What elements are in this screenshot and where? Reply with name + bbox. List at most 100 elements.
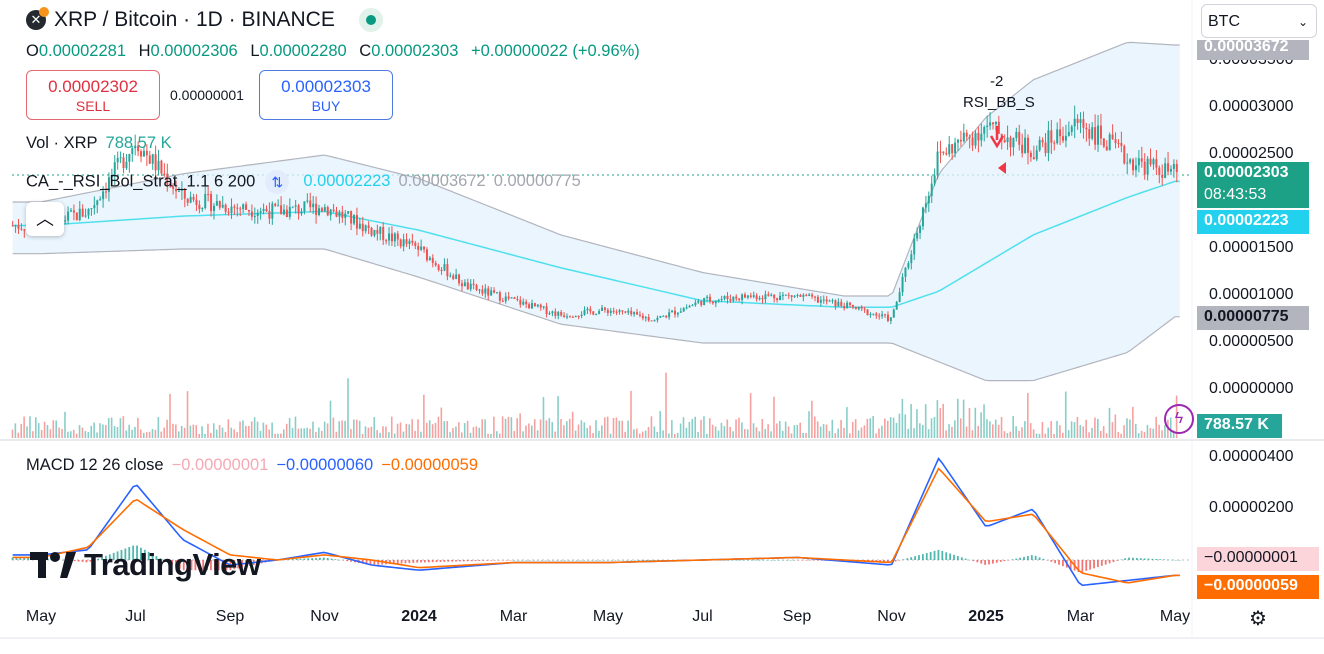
volume-bar xyxy=(1091,427,1093,438)
candle-body xyxy=(122,157,125,169)
indicator-legend[interactable]: CA_-_RSI_Bol_Strat_1.1 6 200 ⇅ 0.00002223 0… xyxy=(26,170,581,194)
macd-histogram-bar xyxy=(462,560,465,562)
candle-body xyxy=(414,242,417,246)
candle-body xyxy=(615,311,618,313)
upper-band-line xyxy=(12,41,1180,297)
sell-button[interactable]: 0.00002302 SELL xyxy=(26,70,160,120)
macd-histogram-bar xyxy=(595,560,597,561)
candle-body xyxy=(1099,125,1102,139)
volume-bar xyxy=(650,416,653,438)
macd-histogram-bar xyxy=(532,560,535,561)
candle-body xyxy=(743,294,746,298)
macd-histogram-bar xyxy=(1097,560,1099,568)
candle-body xyxy=(612,310,615,312)
macd-histogram-bar xyxy=(774,560,776,561)
candle-body xyxy=(344,213,347,218)
data-window-icon[interactable]: ⇅ xyxy=(265,170,290,194)
macd-histogram-bar xyxy=(906,558,909,560)
candle-body xyxy=(589,308,592,312)
volume-bar xyxy=(927,429,930,438)
macd-histogram-bar xyxy=(420,560,422,563)
candle-body xyxy=(930,183,933,196)
macd-histogram-bar xyxy=(1011,559,1014,560)
volume-bar xyxy=(303,428,306,438)
volume-bar xyxy=(793,425,796,438)
volume-bar xyxy=(1073,422,1076,438)
buy-button[interactable]: 0.00002303 BUY xyxy=(259,70,393,120)
volume-bar xyxy=(361,433,364,438)
volume-bar xyxy=(621,420,624,438)
volume-bar xyxy=(250,421,253,438)
volume-bar xyxy=(207,423,209,438)
volume-bar xyxy=(338,421,341,438)
lower-band-tag: 0.00000775 xyxy=(1197,306,1309,330)
candle-body xyxy=(294,205,297,207)
volume-bar xyxy=(840,419,842,438)
buy-price: 0.00002303 xyxy=(281,77,371,96)
volume-bar xyxy=(58,427,60,438)
sell-signal-arrow-icon xyxy=(989,126,1005,149)
volume-bar xyxy=(160,431,163,438)
candle-body xyxy=(802,294,805,297)
candle-body xyxy=(116,158,119,163)
settings-icon[interactable]: ⚙ xyxy=(1249,608,1267,630)
volume-bar xyxy=(1027,393,1029,438)
volume-bar xyxy=(945,430,947,438)
candle-body xyxy=(522,301,525,305)
volume-bar xyxy=(726,419,729,438)
collapse-legend-button[interactable]: ︿ xyxy=(26,202,64,236)
volume-bar xyxy=(1070,421,1073,438)
volume-bar xyxy=(615,417,618,438)
macd-histogram-bar xyxy=(921,554,924,560)
macd-histogram-bar xyxy=(299,558,302,560)
candle-body xyxy=(878,315,881,317)
candle-body xyxy=(405,239,408,244)
volume-bar xyxy=(23,416,25,438)
lightning-icon[interactable]: ϟ xyxy=(1164,404,1194,434)
volume-bar xyxy=(732,431,734,438)
macd-histogram-bar xyxy=(1143,558,1146,560)
volume-bar xyxy=(481,419,483,438)
volume-bar xyxy=(764,429,767,438)
macd-histogram-bar xyxy=(816,560,819,561)
volume-bar xyxy=(816,421,819,438)
macd-histogram-bar xyxy=(754,560,757,561)
macd-histogram-bar xyxy=(128,547,131,560)
macd-histogram-bar xyxy=(1034,555,1037,560)
volume-bar xyxy=(586,428,589,438)
volume-bar xyxy=(256,421,259,438)
upper-band-tag: 0.00003672 xyxy=(1197,40,1309,60)
currency-select[interactable]: BTC ⌄ xyxy=(1201,4,1317,38)
macd-histogram-bar xyxy=(949,553,952,560)
volume-bar xyxy=(300,428,303,438)
macd-histogram-bar xyxy=(743,560,745,561)
candle-body xyxy=(711,301,714,304)
macd-legend[interactable]: MACD 12 26 close −0.00000001 −0.00000060 −0… xyxy=(26,456,478,475)
volume-bar xyxy=(189,425,192,438)
candle-body xyxy=(1172,164,1175,169)
candle-body xyxy=(921,207,924,227)
volume-bar xyxy=(948,424,950,438)
candle-body xyxy=(983,127,986,134)
candle-body xyxy=(668,312,671,318)
candle-body xyxy=(460,283,463,287)
tradingview-logo[interactable]: TradingView xyxy=(30,547,261,583)
macd-histogram-bar xyxy=(396,560,399,564)
candle-body xyxy=(373,229,376,236)
volume-bar xyxy=(892,417,895,438)
candle-body xyxy=(358,223,361,229)
volume-bar xyxy=(64,411,66,438)
macd-histogram-bar xyxy=(447,560,450,562)
volume-bar xyxy=(382,426,384,438)
time-axis-label: May xyxy=(25,608,57,625)
candle-body xyxy=(793,295,796,297)
symbol-header[interactable]: ✕ XRP / Bitcoin · 1D · BINANCE xyxy=(26,7,383,32)
candle-body xyxy=(851,304,854,308)
macd-histogram-bar xyxy=(988,560,990,565)
volume-bar xyxy=(857,430,860,438)
volume-bar xyxy=(781,430,784,438)
volume-legend[interactable]: Vol · XRP 788.57 K xyxy=(26,134,172,153)
candle-body xyxy=(370,227,373,236)
candle-body xyxy=(662,315,665,317)
